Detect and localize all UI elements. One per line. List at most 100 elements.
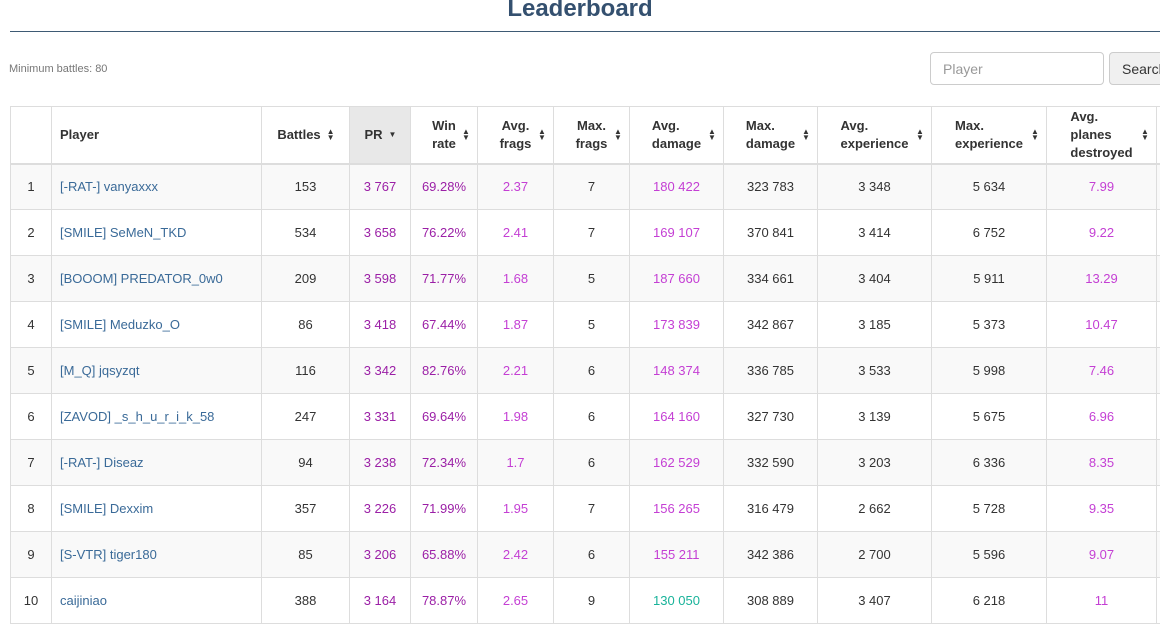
player-link[interactable]: [BOOOM] PREDATOR_0w0 [60, 271, 223, 286]
page-title: Leaderboard [507, 0, 653, 22]
column-header-pr[interactable]: PR ▼ [349, 106, 411, 165]
table-cell-max-damage: 370 841 [723, 209, 818, 256]
column-header-label: frags [499, 135, 532, 151]
table-cell-avg-planes-destroyed: 9.35 [1046, 485, 1157, 532]
table-cell-avg-planes-destroyed: 11 [1046, 577, 1157, 624]
player-link[interactable]: caijiniao [60, 593, 107, 608]
table-cell-max-damage: 316 479 [723, 485, 818, 532]
sort-icon: ▲ ▼ [1141, 126, 1149, 142]
table-cell-battles: 94 [261, 439, 350, 486]
table-row: 3 [BOOOM] PREDATOR_0w0 209 3 598 71.77% 1.68 5… [10, 255, 1160, 302]
column-header-label: damage [745, 135, 796, 151]
table-cell-max-experience: 5 911 [931, 255, 1047, 302]
player-link[interactable]: [S-VTR] tiger180 [60, 547, 157, 562]
table-cell-rank: 10 [10, 577, 52, 624]
table-cell-player: [SMILE] Meduzko_O [51, 301, 262, 348]
table-cell-overflow [1156, 577, 1160, 624]
player-link[interactable]: [ZAVOD] _s_h_u_r_i_k_58 [60, 409, 215, 424]
table-cell-avg-experience: 3 414 [817, 209, 932, 256]
table-cell-player: [S-VTR] tiger180 [51, 531, 262, 578]
table-cell-rank: 9 [10, 531, 52, 578]
table-cell-win-rate: 69.28% [410, 163, 478, 210]
table-cell-rank: 4 [10, 301, 52, 348]
table-cell-battles: 86 [261, 301, 350, 348]
table-cell-avg-damage: 173 839 [629, 301, 724, 348]
column-header-win-rate[interactable]: Win rate ▲ ▼ [410, 106, 478, 165]
column-header-label: Avg. [1070, 108, 1099, 124]
player-link[interactable]: [-RAT-] vanyaxxx [60, 179, 159, 195]
player-link[interactable]: [M_Q] jqsyzqt [60, 363, 140, 378]
player-link[interactable]: [SMILE] Meduzko_O [60, 317, 180, 332]
table-cell-max-damage: 336 785 [723, 347, 818, 394]
table-row: 9 [S-VTR] tiger180 85 3 206 65.88% 2.42 6 155 2… [10, 531, 1160, 578]
table-cell-max-damage: 342 386 [723, 531, 818, 578]
table-cell-pr: 3 206 [349, 531, 411, 578]
column-header-avg-damage[interactable]: Avg. damage ▲ ▼ [629, 106, 724, 165]
table-cell-avg-experience: 3 348 [817, 163, 932, 210]
table-header-row: Player Battles ▲ ▼ PR ▼ Win rate ▲ ▼ Avg. frags… [10, 106, 1160, 165]
table-cell-rank: 3 [10, 255, 52, 302]
table-cell-avg-planes-destroyed: 7.46 [1046, 347, 1157, 394]
column-header-battles[interactable]: Battles ▲ ▼ [261, 106, 350, 165]
table-cell-avg-frags: 2.65 [477, 577, 554, 624]
player-search-input[interactable] [930, 52, 1104, 85]
column-header-avg-planes-destroyed[interactable]: Avg. planes destroyed ▲ ▼ [1046, 106, 1157, 165]
table-row: 4 [SMILE] Meduzko_O 86 3 418 67.44% 1.87 5 173 … [10, 301, 1160, 348]
table-cell-avg-damage: 156 265 [629, 485, 724, 532]
column-header-label: Avg. [840, 117, 869, 133]
column-header-label: Win [432, 117, 456, 133]
table-cell-avg-planes-destroyed: 9.07 [1046, 531, 1157, 578]
table-cell-avg-experience: 3 404 [817, 255, 932, 302]
table-cell-player: caijiniao [51, 577, 262, 624]
table-cell-max-frags: 7 [553, 485, 630, 532]
table-cell-pr: 3 331 [349, 393, 411, 440]
column-header-label: Max. [577, 117, 606, 133]
table-cell-avg-frags: 1.98 [477, 393, 554, 440]
sort-icon: ▲ ▼ [802, 126, 810, 142]
table-cell-win-rate: 82.76% [410, 347, 478, 394]
table-cell-avg-frags: 1.7 [477, 439, 554, 486]
search-button[interactable]: Search [1109, 52, 1160, 85]
player-link[interactable]: [-RAT-] Diseaz [60, 455, 144, 470]
table-cell-player: [-RAT-] vanyaxxx [51, 163, 262, 210]
table-cell-avg-damage: 130 050 [629, 577, 724, 624]
player-link[interactable]: [SMILE] SeMeN_TKD [60, 225, 187, 240]
column-header-max-experience[interactable]: Max. experience ▲ ▼ [931, 106, 1047, 165]
table-cell-rank: 2 [10, 209, 52, 256]
sort-icon: ▲ ▼ [462, 126, 470, 142]
table-cell-pr: 3 238 [349, 439, 411, 486]
table-cell-overflow [1156, 485, 1160, 532]
table-cell-avg-planes-destroyed: 6.96 [1046, 393, 1157, 440]
sort-icon: ▲ ▼ [1031, 126, 1039, 142]
column-header-avg-frags[interactable]: Avg. frags ▲ ▼ [477, 106, 554, 165]
table-row: 7 [-RAT-] Diseaz 94 3 238 72.34% 1.7 6 162 529 3… [10, 439, 1160, 486]
column-header-avg-experience[interactable]: Avg. experience ▲ ▼ [817, 106, 932, 165]
table-cell-avg-damage: 155 211 [629, 531, 724, 578]
table-cell-win-rate: 69.64% [410, 393, 478, 440]
table-cell-max-damage: 332 590 [723, 439, 818, 486]
table-cell-avg-experience: 3 185 [817, 301, 932, 348]
column-header-max-frags[interactable]: Max. frags ▲ ▼ [553, 106, 630, 165]
column-header-player[interactable]: Player [51, 106, 262, 165]
table-cell-avg-planes-destroyed: 9.22 [1046, 209, 1157, 256]
table-cell-battles: 534 [261, 209, 350, 256]
table-cell-rank: 8 [10, 485, 52, 532]
column-header-max-damage[interactable]: Max. damage ▲ ▼ [723, 106, 818, 165]
player-link[interactable]: [SMILE] Dexxim [60, 501, 154, 516]
table-cell-avg-experience: 2 700 [817, 531, 932, 578]
table-cell-pr: 3 658 [349, 209, 411, 256]
table-cell-battles: 116 [261, 347, 350, 394]
table-cell-pr: 3 767 [349, 163, 411, 210]
column-header-label: frags [575, 135, 608, 151]
column-header-label: Player [60, 127, 100, 143]
table-cell-battles: 85 [261, 531, 350, 578]
table-row: 2 [SMILE] SeMeN_TKD 534 3 658 76.22% 2.41 7 169… [10, 209, 1160, 256]
table-cell-battles: 209 [261, 255, 350, 302]
table-cell-max-frags: 9 [553, 577, 630, 624]
table-cell-avg-damage: 187 660 [629, 255, 724, 302]
table-cell-avg-experience: 3 407 [817, 577, 932, 624]
column-header-rank [10, 106, 52, 165]
column-header-label: Avg. [501, 117, 530, 133]
table-cell-player: [SMILE] Dexxim [51, 485, 262, 532]
table-cell-max-frags: 6 [553, 439, 630, 486]
